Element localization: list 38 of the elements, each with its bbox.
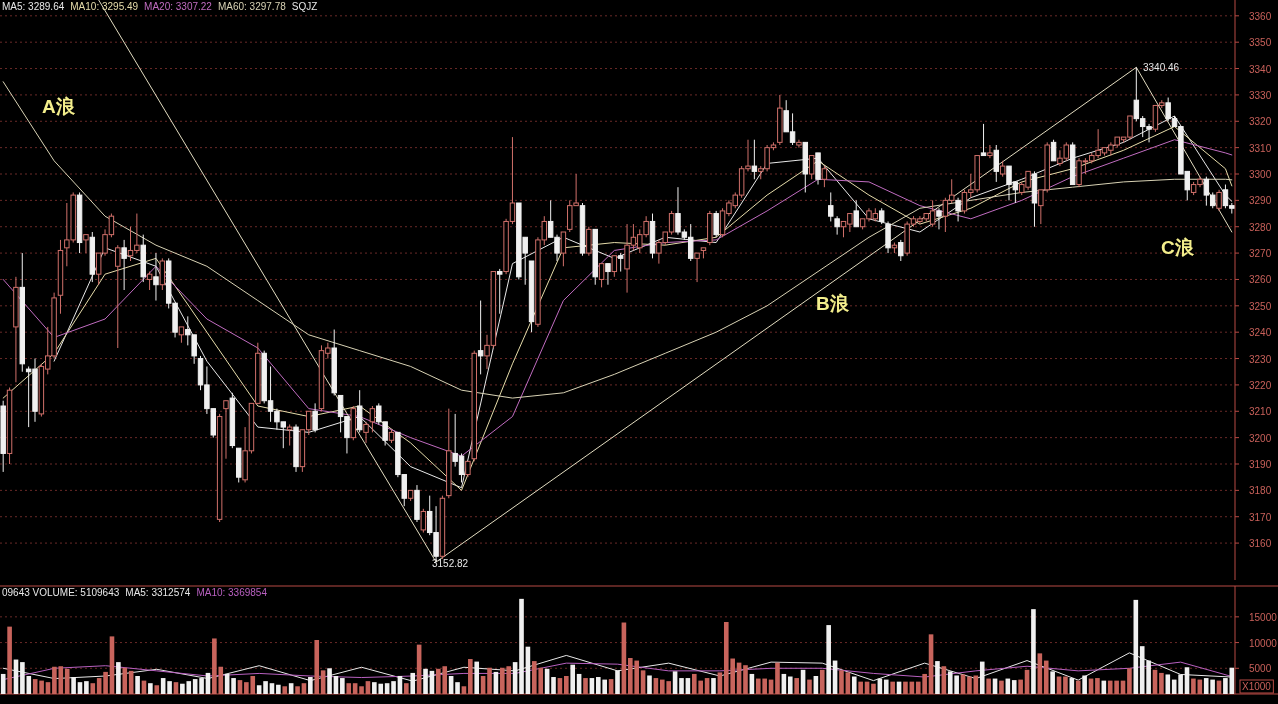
text: MA60: 3297.78 [217,1,287,12]
annotation: A浪 [42,96,76,117]
y-tick-label: 3260 [1249,274,1272,286]
y-tick-label: 3240 [1249,327,1272,339]
chart-title: 09643 VOLUME: 5109643 [2,587,120,598]
y-tick-label: 5000 [1249,663,1272,675]
y-tick-label: 15000 [1249,611,1278,623]
annotation: SQJZ [291,1,318,12]
text: MA5: 3312574 [125,587,191,598]
annotation: B浪 [816,293,850,314]
y-axis-title: X1000 [1242,681,1272,692]
y-tick-label: 3290 [1249,195,1272,207]
y-tick-label: 3250 [1249,300,1272,312]
y-tick-label: 10000 [1249,637,1278,649]
y-tick-label: 3320 [1249,116,1272,128]
text: MA20: 3307.22 [144,1,213,12]
annotation: 3152.82 [432,558,469,569]
y-tick-label: 3230 [1249,353,1272,365]
y-tick-label: 3220 [1249,379,1272,391]
y-tick-label: 3350 [1249,37,1272,49]
y-tick-label: 3190 [1249,459,1272,470]
y-tick-label: 3330 [1249,89,1272,101]
text: MA10: 3369854 [196,587,268,598]
y-tick-label: 3300 [1249,169,1272,180]
y-tick-label: 3340 [1249,63,1272,75]
text: MA10: 3295.49 [70,1,139,12]
annotation: 3340.46 [1143,62,1180,73]
y-tick-label: 3180 [1249,485,1272,497]
annotation: C浪 [1161,237,1195,258]
y-tick-label: 3270 [1249,248,1272,260]
y-tick-label: 3160 [1249,538,1272,550]
y-tick-label: 3170 [1249,511,1272,523]
y-tick-label: 3310 [1249,142,1272,154]
y-tick-label: 3210 [1249,406,1272,418]
text: MA5: 3289.64 [2,1,65,12]
y-tick-label: 3360 [1249,10,1272,22]
y-tick-label: 3280 [1249,221,1272,233]
y-tick-label: 3200 [1249,432,1272,444]
